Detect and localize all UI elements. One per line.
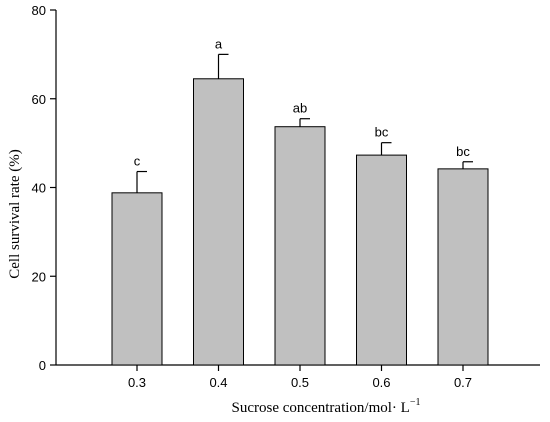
significance-label: c bbox=[134, 154, 141, 169]
bar bbox=[111, 192, 163, 366]
x-axis-label: Sucrose concentration/mol· L−1 bbox=[232, 397, 421, 416]
y-tick-label: 0 bbox=[39, 358, 46, 373]
y-tick-label: 60 bbox=[32, 92, 46, 107]
y-tick-label: 80 bbox=[32, 3, 46, 18]
y-tick-label: 20 bbox=[32, 269, 46, 284]
x-axis-label-main: Sucrose concentration/mol· L bbox=[232, 400, 410, 416]
x-axis-label-superscript: −1 bbox=[410, 397, 421, 408]
x-tick-label: 0.6 bbox=[372, 375, 390, 390]
x-tick-label: 0.3 bbox=[128, 375, 146, 390]
bar bbox=[356, 154, 407, 366]
significance-label: a bbox=[215, 36, 223, 51]
y-axis-label: Cell survival rate (%) bbox=[7, 149, 23, 279]
bar bbox=[437, 168, 489, 366]
significance-label: ab bbox=[293, 101, 307, 116]
y-tick-label: 40 bbox=[32, 181, 46, 196]
x-tick-label: 0.7 bbox=[454, 375, 472, 390]
bar bbox=[274, 126, 326, 366]
x-tick-label: 0.5 bbox=[291, 375, 309, 390]
bar bbox=[193, 78, 244, 366]
x-tick-label: 0.4 bbox=[209, 375, 227, 390]
significance-label: bc bbox=[375, 125, 389, 140]
significance-label: bc bbox=[456, 144, 470, 159]
plot-area: 0 20 40 60 80 0.3 c 0.4 a 0.5 ab 0.6 bc 0.7 bc bbox=[32, 3, 540, 390]
